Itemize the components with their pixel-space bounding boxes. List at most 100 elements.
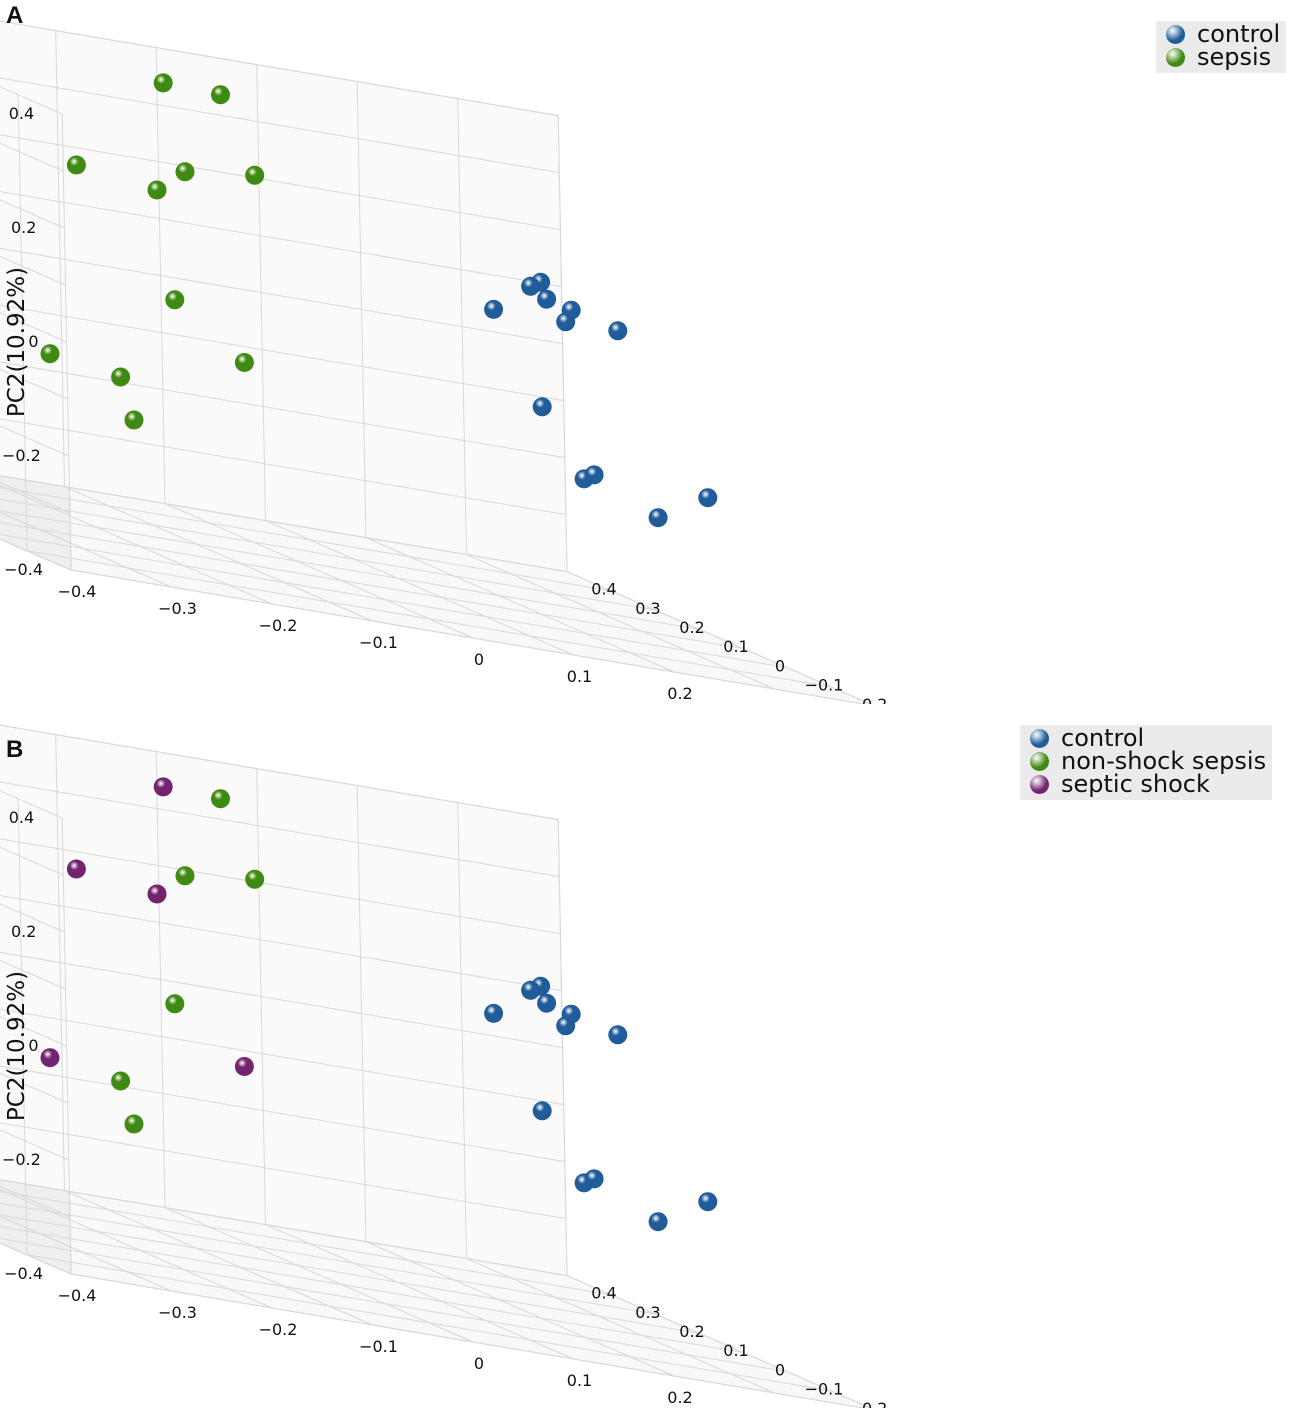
legend-item-sepsis: sepsis xyxy=(1166,43,1280,71)
floor-grid-x xyxy=(566,571,872,704)
point-control xyxy=(608,321,628,341)
legend-label-non-shock-sepsis: non-shock sepsis xyxy=(1061,747,1267,775)
floor-grid-z xyxy=(0,510,700,630)
back-grid-y xyxy=(0,134,561,231)
point-sepsis xyxy=(234,353,254,372)
floor-grid-z xyxy=(70,569,867,704)
x-tick-label: −0.2 xyxy=(259,616,298,635)
point-control xyxy=(698,1192,718,1212)
point-sepsis xyxy=(111,367,131,387)
z-tick-label: −0.2 xyxy=(849,695,888,704)
point-control xyxy=(608,1025,628,1045)
legend-label-sepsis: sepsis xyxy=(1197,43,1272,71)
legend-marker-non-shock-sepsis xyxy=(1030,752,1049,771)
legend-label-septic-shock: septic shock xyxy=(1061,770,1210,798)
back-grid-y xyxy=(0,20,559,117)
point-sepsis xyxy=(66,155,86,175)
side-grid-y xyxy=(0,312,67,343)
x-tick-label: −0.4 xyxy=(58,582,97,601)
point-sepsis xyxy=(40,344,60,364)
x-tick-label: −0.1 xyxy=(359,1337,398,1356)
point-septic-shock xyxy=(234,1057,254,1076)
point-control xyxy=(648,1212,668,1232)
back-grid-y xyxy=(0,247,563,345)
y-tick-label: 0 xyxy=(28,1036,38,1055)
side-grid-y xyxy=(0,1129,69,1161)
legend-marker-control xyxy=(1030,729,1049,748)
point-control xyxy=(584,465,604,485)
point-control xyxy=(521,276,541,296)
point-control xyxy=(648,508,668,528)
y-tick-label: −0.2 xyxy=(2,446,41,465)
floor-grid-x xyxy=(0,1215,172,1292)
y-axis-title: PC2(10.92%) xyxy=(4,971,30,1121)
z-tick-label: 0 xyxy=(775,1360,785,1379)
point-control xyxy=(532,1101,552,1121)
y-tick-label: 0.4 xyxy=(9,104,34,123)
floor-grid-x xyxy=(365,537,675,673)
x-tick-label: 0.2 xyxy=(667,1388,692,1407)
z-tick-label: 0.4 xyxy=(591,580,616,599)
point-septic-shock xyxy=(66,859,86,879)
back-pane xyxy=(0,724,568,1277)
floor-grid-x xyxy=(466,1258,775,1394)
x-tick-label: 0.3 xyxy=(768,701,793,704)
point-septic-shock xyxy=(147,884,167,904)
back-grid-y xyxy=(0,1065,565,1163)
point-sepsis xyxy=(175,162,195,182)
scatter3d-plot-a: −0.4−0.3−0.2−0.100.10.20.30.4−0.3−0.2−0.… xyxy=(0,20,888,704)
z-tick-label: 0.1 xyxy=(723,637,748,656)
side-grid-y xyxy=(0,368,68,400)
gridlines xyxy=(0,20,872,704)
z-tick-label: 0 xyxy=(775,656,785,675)
side-grid-y xyxy=(0,199,65,229)
legend-label-control: control xyxy=(1061,724,1145,752)
x-tick-label: −0.3 xyxy=(158,599,197,618)
panel-label-b: B xyxy=(6,736,24,763)
back-grid-y xyxy=(0,951,563,1049)
floor-grid-z xyxy=(0,522,744,649)
point-sepsis xyxy=(147,180,167,200)
back-grid-y xyxy=(0,1179,568,1277)
floor-grid-x xyxy=(0,1188,273,1309)
z-tick-label: 0.1 xyxy=(723,1341,748,1360)
side-grid-y xyxy=(0,903,65,933)
legend-a: control sepsis xyxy=(1156,21,1287,73)
floor-grid-z xyxy=(26,1254,832,1392)
back-grid-y xyxy=(0,418,566,516)
data-points xyxy=(40,777,718,1232)
floor-grid-x xyxy=(0,484,273,605)
floor-grid-z xyxy=(0,1237,788,1373)
z-tick-label: 0.3 xyxy=(635,599,660,618)
point-sepsis xyxy=(165,290,185,310)
x-tick-label: 0 xyxy=(474,650,484,669)
point-sepsis xyxy=(245,165,265,185)
legend-marker-sepsis xyxy=(1166,48,1185,67)
x-tick-label: −0.1 xyxy=(359,633,398,652)
y-tick-label: 0.4 xyxy=(9,808,34,827)
point-sepsis xyxy=(124,410,144,430)
floor-grid-x xyxy=(64,486,373,622)
floor-grid-z xyxy=(0,498,656,611)
side-grid-y xyxy=(0,481,71,514)
point-control xyxy=(537,289,557,309)
side-grid-y xyxy=(0,255,66,286)
point-control xyxy=(537,993,557,1013)
point-control xyxy=(484,1003,504,1023)
side-grid-y xyxy=(0,142,64,172)
floor-grid-x xyxy=(64,1190,373,1326)
side-grid-y xyxy=(0,1072,68,1104)
point-control xyxy=(556,1016,576,1036)
legend-item-septic-shock: septic shock xyxy=(1030,770,1266,798)
side-grid-y xyxy=(0,425,69,457)
point-non-shock-sepsis xyxy=(111,1071,131,1091)
floor-grid-x xyxy=(566,1275,872,1408)
back-grid-y xyxy=(0,77,560,174)
side-grid-y xyxy=(0,1185,71,1218)
point-non-shock-sepsis xyxy=(165,994,185,1014)
point-sepsis xyxy=(211,85,230,105)
back-grid-y xyxy=(0,895,562,992)
panel-a: −0.4−0.3−0.2−0.100.10.20.30.4−0.3−0.2−0.… xyxy=(0,0,1299,704)
x-tick-label: −0.4 xyxy=(58,1286,97,1305)
floor-grid-z xyxy=(0,533,788,669)
